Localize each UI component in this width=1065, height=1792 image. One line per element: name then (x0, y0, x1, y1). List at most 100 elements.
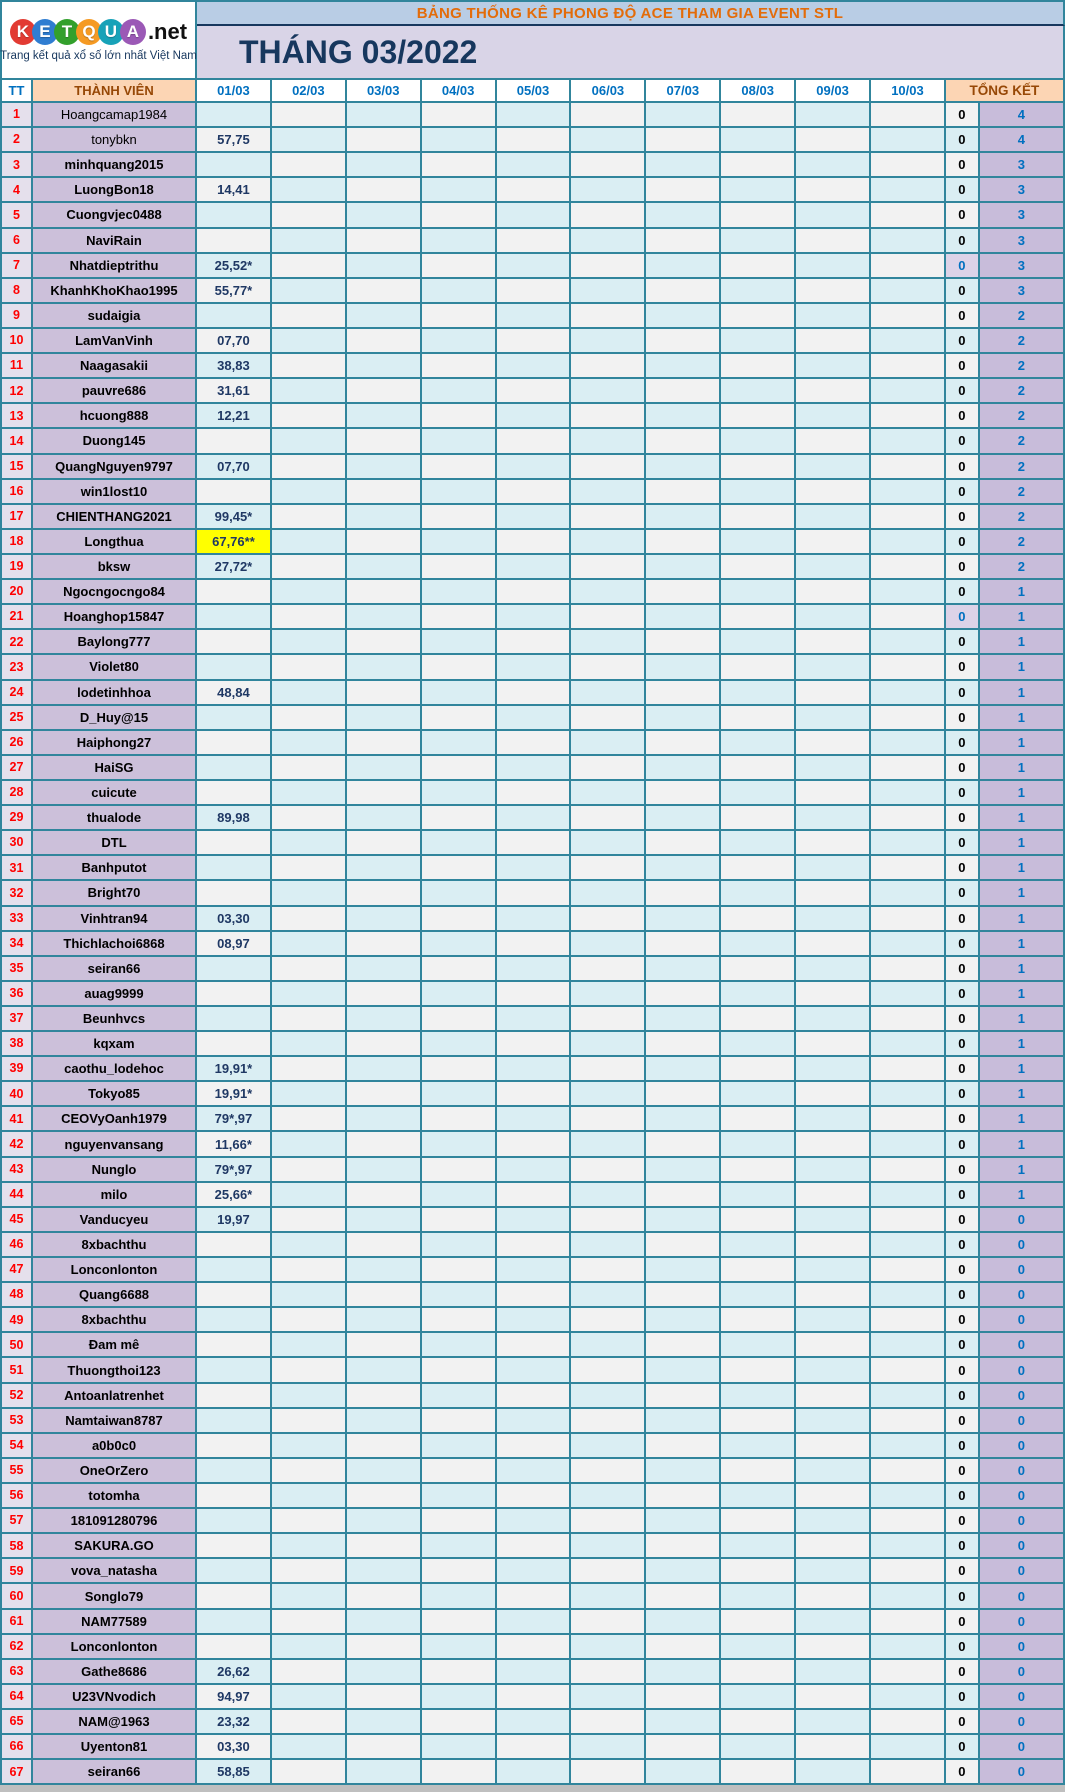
total-cell[interactable]: 0 (979, 1283, 1065, 1309)
day-cell[interactable] (571, 303, 647, 329)
zero-cell[interactable]: 0 (945, 328, 980, 355)
day-cell[interactable] (496, 1509, 572, 1535)
day-cell[interactable] (421, 1157, 497, 1183)
day-cell[interactable] (721, 1107, 797, 1133)
day-cell[interactable] (271, 856, 347, 882)
member-cell[interactable]: tonybkn (33, 128, 197, 154)
day-cell[interactable] (571, 1032, 647, 1058)
day-cell[interactable]: 19,91* (197, 1082, 272, 1108)
day-cell[interactable] (496, 1182, 572, 1208)
day-cell[interactable] (721, 981, 797, 1007)
day-cell[interactable] (646, 580, 722, 606)
member-cell[interactable]: KhanhKhoKhao1995 (33, 278, 197, 304)
day-cell[interactable] (796, 1534, 872, 1560)
member-cell[interactable]: NaviRain (33, 228, 197, 254)
day-cell[interactable] (646, 1735, 722, 1761)
day-cell[interactable] (496, 429, 572, 455)
zero-cell[interactable]: 0 (945, 1458, 980, 1485)
total-cell[interactable]: 1 (979, 1107, 1065, 1133)
day-cell[interactable] (871, 1433, 946, 1459)
day-cell[interactable] (871, 1383, 946, 1409)
total-cell[interactable]: 3 (979, 278, 1065, 304)
day-cell[interactable] (421, 1760, 497, 1786)
rank-cell[interactable]: 63 (0, 1659, 33, 1685)
day-cell[interactable] (646, 906, 722, 932)
day-cell[interactable] (496, 1760, 572, 1786)
day-cell[interactable] (646, 1710, 722, 1736)
day-cell[interactable] (271, 831, 347, 857)
day-cell[interactable] (496, 856, 572, 882)
zero-cell[interactable]: 0 (945, 655, 980, 681)
day-cell[interactable] (646, 1358, 722, 1384)
total-cell[interactable]: 0 (979, 1358, 1065, 1384)
day-cell[interactable] (871, 1207, 946, 1233)
rank-cell[interactable]: 7 (0, 253, 33, 279)
day-cell[interactable] (421, 1735, 497, 1761)
day-cell[interactable] (271, 1609, 347, 1635)
day-cell[interactable]: 57,75 (197, 128, 272, 154)
day-cell[interactable] (721, 178, 797, 204)
day-cell[interactable] (496, 529, 572, 555)
zero-cell[interactable]: 0 (945, 504, 980, 530)
total-cell[interactable]: 0 (979, 1433, 1065, 1459)
day-cell[interactable] (346, 981, 422, 1007)
total-cell[interactable]: 1 (979, 1132, 1065, 1158)
day-cell[interactable] (271, 956, 347, 982)
day-cell[interactable] (421, 1057, 497, 1083)
day-cell[interactable] (496, 1609, 572, 1635)
member-cell[interactable]: Nunglo (33, 1157, 197, 1183)
total-cell[interactable]: 1 (979, 580, 1065, 606)
day-cell[interactable] (721, 479, 797, 505)
day-cell[interactable] (271, 806, 347, 832)
day-cell[interactable] (197, 1534, 272, 1560)
day-cell[interactable] (571, 1534, 647, 1560)
rank-cell[interactable]: 29 (0, 806, 33, 832)
day-cell[interactable] (721, 1308, 797, 1334)
day-cell[interactable] (571, 755, 647, 781)
day-cell[interactable] (346, 1082, 422, 1108)
day-cell[interactable] (346, 504, 422, 530)
day-cell[interactable] (346, 228, 422, 254)
day-cell[interactable] (796, 1082, 872, 1108)
day-cell[interactable] (496, 931, 572, 957)
day-cell[interactable] (871, 755, 946, 781)
day-cell[interactable] (197, 630, 272, 656)
day-cell[interactable] (871, 1308, 946, 1334)
day-cell[interactable] (721, 1458, 797, 1485)
day-cell[interactable] (871, 1710, 946, 1736)
member-cell[interactable]: Violet80 (33, 655, 197, 681)
day-cell[interactable] (421, 956, 497, 982)
day-cell[interactable] (271, 404, 347, 430)
day-cell[interactable] (721, 354, 797, 380)
day-cell[interactable] (871, 680, 946, 706)
column-header-date[interactable]: 09/03 (796, 78, 872, 103)
day-cell[interactable] (871, 454, 946, 480)
total-cell[interactable]: 2 (979, 404, 1065, 430)
total-cell[interactable]: 1 (979, 680, 1065, 706)
day-cell[interactable] (571, 228, 647, 254)
day-cell[interactable] (796, 1032, 872, 1058)
rank-cell[interactable]: 39 (0, 1057, 33, 1083)
zero-cell[interactable]: 0 (945, 178, 980, 204)
day-cell[interactable] (346, 479, 422, 505)
day-cell[interactable] (421, 856, 497, 882)
day-cell[interactable] (421, 1634, 497, 1660)
member-cell[interactable]: nguyenvansang (33, 1132, 197, 1158)
day-cell[interactable] (421, 1207, 497, 1233)
total-cell[interactable]: 3 (979, 253, 1065, 279)
day-cell[interactable] (646, 605, 722, 631)
day-cell[interactable] (871, 1509, 946, 1535)
day-cell[interactable] (721, 1534, 797, 1560)
day-cell[interactable] (796, 1484, 872, 1510)
day-cell[interactable] (346, 580, 422, 606)
day-cell[interactable] (721, 1207, 797, 1233)
member-cell[interactable]: seiran66 (33, 956, 197, 982)
day-cell[interactable] (721, 580, 797, 606)
day-cell[interactable] (271, 1433, 347, 1459)
rank-cell[interactable]: 36 (0, 981, 33, 1007)
day-cell[interactable] (646, 529, 722, 555)
day-cell[interactable] (796, 1760, 872, 1786)
day-cell[interactable] (721, 680, 797, 706)
day-cell[interactable] (721, 831, 797, 857)
member-cell[interactable]: Uyenton81 (33, 1735, 197, 1761)
